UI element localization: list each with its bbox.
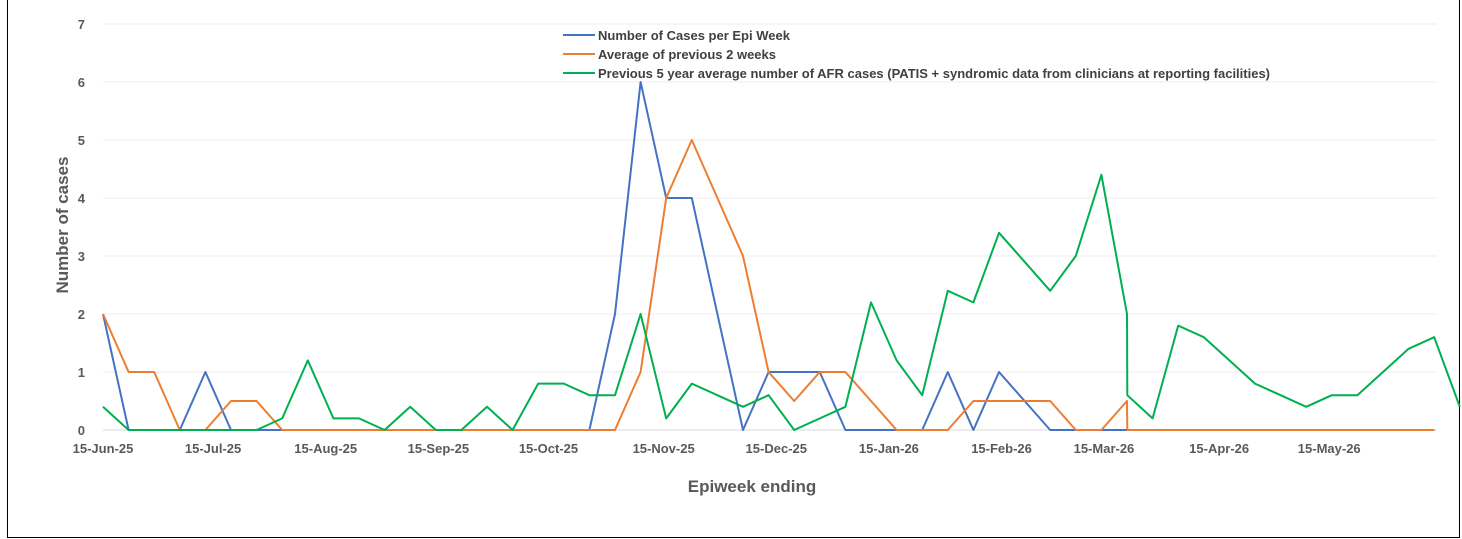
y-tick-label: 7	[78, 17, 85, 32]
y-tick-label: 0	[78, 423, 85, 438]
x-axis-title: Epiweek ending	[688, 477, 816, 496]
x-tick-label: 15-Dec-25	[746, 441, 807, 456]
series-line-3	[103, 175, 1460, 430]
legend-label: Number of Cases per Epi Week	[598, 28, 791, 43]
x-tick-label: 15-Jul-25	[185, 441, 241, 456]
y-axis-title: Number of cases	[53, 157, 72, 294]
x-tick-label: 15-Feb-26	[971, 441, 1032, 456]
x-tick-label: 15-Apr-26	[1189, 441, 1249, 456]
x-tick-label: 15-Jun-25	[73, 441, 134, 456]
x-axis-ticks: 15-Jun-25 15-Jul-25 15-Aug-25 15-Sep-25 15-O…	[73, 441, 1361, 456]
x-tick-label: 15-Mar-26	[1074, 441, 1135, 456]
y-axis-ticks: 0 1 2 3 4 5 6 7	[78, 17, 86, 438]
x-tick-label: 15-Aug-25	[294, 441, 357, 456]
legend: Number of Cases per Epi Week Average of p…	[563, 28, 1270, 81]
y-tick-label: 6	[78, 75, 85, 90]
legend-label: Previous 5 year average number of AFR ca…	[598, 66, 1270, 81]
x-tick-label: 15-Oct-25	[519, 441, 578, 456]
y-tick-label: 2	[78, 307, 85, 322]
y-tick-label: 3	[78, 249, 85, 264]
x-tick-label: 15-Sep-25	[408, 441, 469, 456]
y-tick-label: 1	[78, 365, 85, 380]
legend-label: Average of previous 2 weeks	[598, 47, 776, 62]
x-tick-label: 15-Nov-25	[633, 441, 695, 456]
y-tick-label: 4	[78, 191, 86, 206]
x-tick-label: 15-Jan-26	[859, 441, 919, 456]
series-line-2	[103, 140, 1434, 430]
x-tick-label: 15-May-26	[1298, 441, 1361, 456]
y-tick-label: 5	[78, 133, 85, 148]
